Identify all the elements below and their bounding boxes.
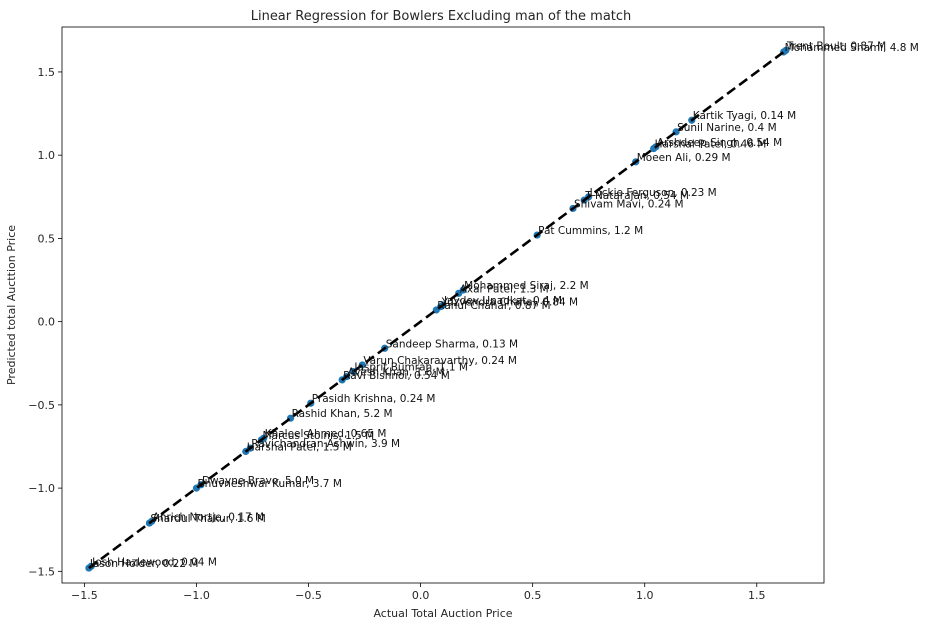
point-label: Dwayne Bravo, 5.0 M <box>202 475 314 487</box>
point-label: Sandeep Sharma, 0.13 M <box>386 338 518 350</box>
point-label: Harshal Patel, 1.5 M <box>247 441 352 453</box>
point-label: Marcus Stoinis, 1.5 M <box>262 430 374 442</box>
point-label: Shivam Mavi, 0.24 M <box>574 198 684 210</box>
x-axis-title: Actual Total Auction Price <box>373 607 512 620</box>
point-label: Trent Boult, 0.87 M <box>786 40 886 52</box>
point-label: Kartik Tyagi, 0.14 M <box>693 110 796 122</box>
y-axis-title: Predicted total Aucttion Price <box>5 225 18 385</box>
point-label: Jasprit Bumrah, 1.1 M <box>353 362 468 374</box>
point-label: Jason Holder, 0.22 M <box>89 558 199 570</box>
point-label: Jaydev Unadkat, 0.4 M <box>443 295 562 307</box>
point-label: Josh Hazlewood, 0.04 M <box>91 556 217 568</box>
y-tick-label: 0.5 <box>38 232 56 245</box>
point-label: Moeen Ali, 0.29 M <box>637 152 731 164</box>
axes-frame <box>61 26 825 584</box>
point-label: Avesh Khan, 1.6 M <box>348 367 445 379</box>
point-label: Yuzvendra Chahal, 0.84 M <box>441 297 578 309</box>
regression-line <box>88 49 787 570</box>
x-tick-label: 1.5 <box>748 589 766 602</box>
point-label: Ravi Bishnoi, 0.54 M <box>343 370 450 382</box>
x-tick-label: 1.0 <box>636 589 654 602</box>
point-label: T Natarajan, 0.54 M <box>584 190 689 202</box>
point-label: Sunil Narine, 0.4 M <box>677 122 777 134</box>
point-label: Varun Chakaravarthy, 0.24 M <box>363 355 517 367</box>
point-label: Pat Cummins, 1.2 M <box>538 225 643 237</box>
point-label: Lockie Ferguson, 0.23 M <box>590 187 717 199</box>
x-tick-label: −1.0 <box>183 589 210 602</box>
x-tick-label: −0.5 <box>295 589 322 602</box>
point-label: Harshal Patel, 0.46 M <box>655 139 767 151</box>
y-tick-label: −1.0 <box>28 482 55 495</box>
point-label: Mohammed Siraj, 2.2 M <box>464 280 589 292</box>
point-label: Shardul Thakur, 1.6 M <box>150 513 265 525</box>
plot-area: −1.5 −1.0 −0.5 0.0 0.5 1.0 1.5 −1.5 −1.0 −0.5 0.0 0… <box>28 40 919 602</box>
point-label: Ravichandran Ashwin, 3.9 M <box>251 438 400 450</box>
chart-title: Linear Regression for Bowlers Excluding … <box>251 9 632 24</box>
point-label: Khaleel Ahmed, 0.65 M <box>265 428 387 440</box>
y-tick-label: 1.0 <box>38 149 56 162</box>
point-label: Axar Patel, 1.3 M <box>460 283 549 295</box>
x-tick-label: 0.0 <box>412 589 430 602</box>
y-tick-label: 0.0 <box>38 316 56 329</box>
point-label: Rahul Chahar, 0.87 M <box>437 300 550 312</box>
point-label: Mohammed Shami, 4.8 M <box>785 42 919 54</box>
point-label: Bhuvneshwar Kumar, 3.7 M <box>197 478 341 490</box>
point-label: Prasidh Krishna, 0.24 M <box>312 393 436 405</box>
x-tick-label: −1.5 <box>71 589 98 602</box>
point-label: Anrich Nortje, 0.17 M <box>153 511 264 523</box>
y-tick-label: 1.5 <box>38 66 56 79</box>
x-tick-label: 0.5 <box>524 589 542 602</box>
point-label: Rashid Khan, 5.2 M <box>292 408 393 420</box>
y-tick-label: −0.5 <box>28 399 55 412</box>
y-tick-label: −1.5 <box>28 565 55 578</box>
point-label: Arshdeep Singh, 0.54 M <box>657 137 782 149</box>
